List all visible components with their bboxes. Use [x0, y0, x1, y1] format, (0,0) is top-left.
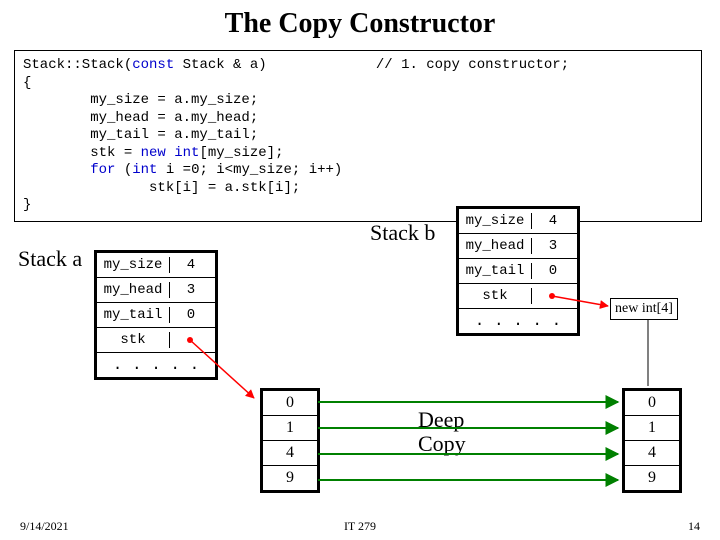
arr-cell: 0 — [625, 391, 679, 416]
arr-cell: 1 — [625, 416, 679, 441]
field-name: stk — [97, 332, 170, 348]
table-row: my_tail 0 — [459, 259, 577, 284]
code-l6b: ( — [115, 162, 132, 178]
stack-b-box: my_size 4 my_head 3 my_tail 0 stk . . . … — [456, 206, 580, 336]
dots: . . . . . — [475, 312, 561, 330]
new-int-box: new int[4] — [610, 298, 678, 320]
field-name: my_tail — [459, 263, 532, 279]
table-row: my_size 4 — [459, 209, 577, 234]
field-val: 0 — [170, 307, 212, 323]
code-l6a — [23, 162, 90, 178]
code-l5c: [my_size]; — [199, 145, 283, 161]
table-row: my_tail 0 — [97, 303, 215, 328]
deep-copy-label: Deep Copy — [418, 408, 466, 456]
table-row: stk — [459, 284, 577, 309]
slide-title: The Copy Constructor — [0, 0, 720, 40]
stack-a-label: Stack a — [18, 246, 82, 272]
array-a: 0 1 4 9 — [260, 388, 320, 493]
table-row: my_size 4 — [97, 253, 215, 278]
stack-a-box: my_size 4 my_head 3 my_tail 0 stk . . . … — [94, 250, 218, 380]
code-l4: my_tail = a.my_tail; — [23, 127, 258, 143]
field-val: 4 — [532, 213, 574, 229]
code-sig-post: Stack & a) — [174, 57, 266, 73]
kw-int1: int — [174, 145, 199, 161]
kw-int2: int — [132, 162, 157, 178]
field-val: 4 — [170, 257, 212, 273]
footer-course: IT 279 — [0, 519, 720, 534]
code-l2: my_size = a.my_size; — [23, 92, 258, 108]
table-row: stk — [97, 328, 215, 353]
dots-row: . . . . . — [459, 309, 577, 333]
field-name: stk — [459, 288, 532, 304]
field-name: my_head — [97, 282, 170, 298]
stack-b-label: Stack b — [370, 220, 435, 246]
arr-cell: 9 — [263, 466, 317, 490]
arr-cell: 4 — [625, 441, 679, 466]
arr-cell: 1 — [263, 416, 317, 441]
code-l1: { — [23, 75, 31, 91]
kw-for: for — [90, 162, 115, 178]
code-l7: stk[i] = a.stk[i]; — [23, 180, 300, 196]
kw-const: const — [132, 57, 174, 73]
code-box: Stack::Stack(const Stack & a) // 1. copy… — [14, 50, 702, 222]
field-name: my_size — [459, 213, 532, 229]
kw-new: new — [141, 145, 166, 161]
field-val: 0 — [532, 263, 574, 279]
field-name: my_tail — [97, 307, 170, 323]
field-name: my_size — [97, 257, 170, 273]
table-row: my_head 3 — [459, 234, 577, 259]
field-val: 3 — [532, 238, 574, 254]
arr-cell: 4 — [263, 441, 317, 466]
code-l6c: i =0; i<my_size; i++) — [157, 162, 342, 178]
code-l8: } — [23, 197, 31, 213]
code-comment: // 1. copy constructor; — [376, 57, 569, 73]
deep-copy-l2: Copy — [418, 432, 466, 456]
code-sig-pre: Stack::Stack( — [23, 57, 132, 73]
dots-row: . . . . . — [97, 353, 215, 377]
footer-page: 14 — [688, 519, 700, 534]
code-l5b — [166, 145, 174, 161]
arr-cell: 9 — [625, 466, 679, 490]
array-b: 0 1 4 9 — [622, 388, 682, 493]
field-name: my_head — [459, 238, 532, 254]
arr-cell: 0 — [263, 391, 317, 416]
dots: . . . . . — [113, 356, 199, 374]
code-l5a: stk = — [23, 145, 141, 161]
field-val: 3 — [170, 282, 212, 298]
code-l3: my_head = a.my_head; — [23, 110, 258, 126]
deep-copy-l1: Deep — [418, 408, 466, 432]
table-row: my_head 3 — [97, 278, 215, 303]
